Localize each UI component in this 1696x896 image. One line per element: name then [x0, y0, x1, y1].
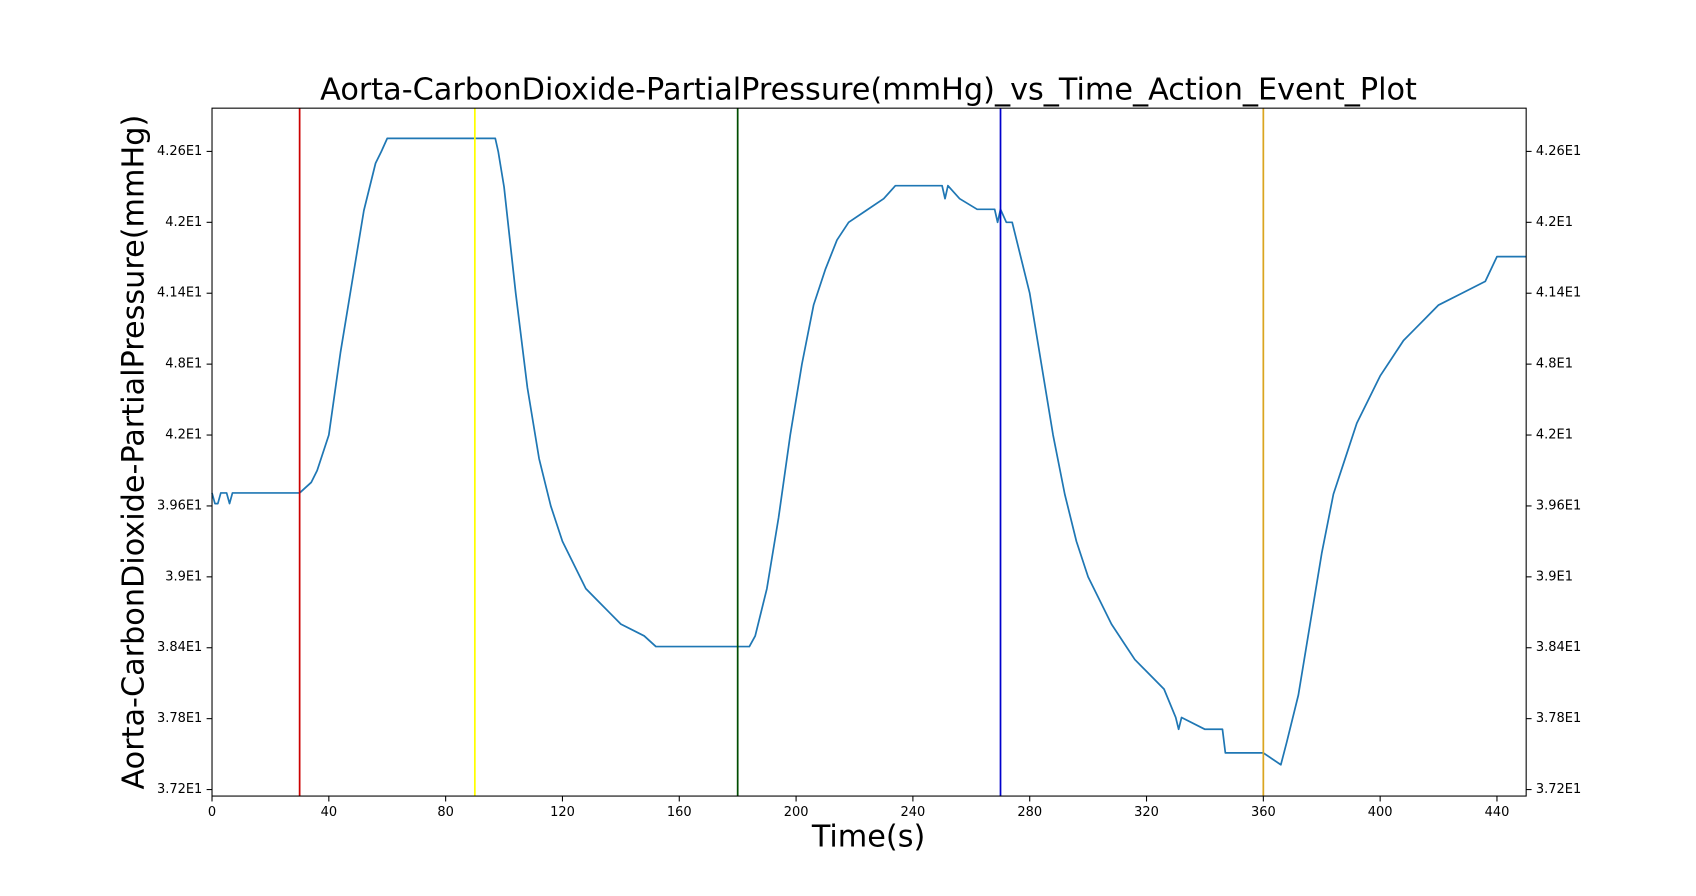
x-tick-label: 0	[208, 805, 216, 820]
y-tick-label: 3.9E1	[165, 569, 202, 584]
x-tick-label: 240	[901, 805, 926, 820]
y-tick-label: 4.2E1	[165, 428, 202, 443]
x-axis-label: Time(s)	[811, 820, 925, 855]
data-line	[211, 137, 1527, 766]
x-tick-label: 80	[437, 805, 454, 820]
plot-frame	[211, 107, 1527, 797]
x-tick-label: 200	[784, 805, 809, 820]
y2-tick-label: 4.14E1	[1536, 286, 1581, 301]
x-tick-label: 120	[550, 805, 575, 820]
y-tick-label: 3.96E1	[157, 498, 202, 513]
x-tick-label: 360	[1251, 805, 1276, 820]
y-tick-label: 3.72E1	[157, 782, 202, 797]
y2-tick-label: 4.2E1	[1536, 215, 1573, 230]
y2-tick-label: 3.9E1	[1536, 569, 1573, 584]
y2-tick-label: 3.78E1	[1536, 711, 1581, 726]
chart-title: Aorta-CarbonDioxide-PartialPressure(mmHg…	[320, 72, 1417, 107]
y2-tick-label: 4.2E1	[1536, 428, 1573, 443]
y2-tick-label: 3.84E1	[1536, 640, 1581, 655]
y-tick-label: 3.78E1	[157, 711, 202, 726]
y2-tick-label: 4.8E1	[1536, 357, 1573, 372]
y-tick-label: 3.84E1	[157, 640, 202, 655]
y-tick-label: 4.14E1	[157, 286, 202, 301]
x-tick-label: 160	[667, 805, 692, 820]
x-tick-label: 320	[1134, 805, 1159, 820]
y-tick-label: 4.2E1	[165, 215, 202, 230]
y2-tick-label: 3.72E1	[1536, 782, 1581, 797]
x-tick-label: 440	[1485, 805, 1510, 820]
x-tick-label: 400	[1368, 805, 1393, 820]
y-tick-label: 4.26E1	[157, 144, 202, 159]
x-tick-label: 40	[321, 805, 338, 820]
x-tick-label: 280	[1017, 805, 1042, 820]
y2-tick-label: 4.26E1	[1536, 144, 1581, 159]
y-tick-label: 4.8E1	[165, 357, 202, 372]
y2-tick-label: 3.96E1	[1536, 498, 1581, 513]
y-axis-label: Aorta-CarbonDioxide-PartialPressure(mmHg…	[117, 115, 152, 790]
